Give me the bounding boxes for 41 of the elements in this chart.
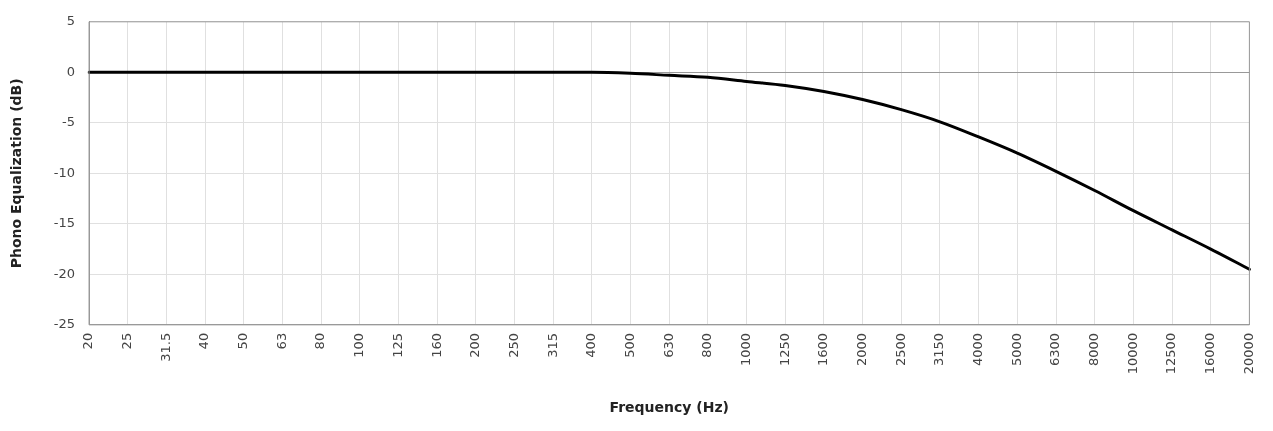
x-tick-label: 10000: [1124, 332, 1140, 375]
y-tick-label: -15: [53, 215, 76, 231]
x-tick-label: 12500: [1163, 332, 1179, 375]
x-axis-title: Frequency (Hz): [609, 399, 729, 416]
x-tick-label: 40: [196, 332, 212, 350]
x-tick-label: 100: [351, 332, 367, 358]
x-tick-label: 20: [80, 332, 96, 350]
x-tick-label: 125: [389, 332, 405, 358]
y-tick-label: -20: [53, 265, 76, 281]
y-tick-label: -10: [53, 164, 76, 180]
x-tick-label: 800: [699, 332, 715, 358]
y-tick-label: -5: [62, 114, 76, 130]
x-tick-label: 630: [660, 332, 676, 358]
x-tick-label: 500: [621, 332, 637, 358]
x-tick-label: 80: [312, 332, 328, 350]
x-tick-label: 2000: [853, 332, 869, 366]
x-tick-label: 1250: [776, 332, 792, 366]
x-tick-label: 63: [273, 332, 289, 350]
x-tick-label: 31.5: [157, 332, 173, 362]
y-tick-label: 5: [66, 13, 76, 29]
x-tick-label: 4000: [970, 332, 986, 366]
x-tick-label: 1000: [737, 332, 753, 366]
y-axis-title: Phono Equalization (dB): [8, 78, 25, 269]
x-tick-label: 2500: [892, 332, 908, 366]
x-tick-label: 20000: [1240, 332, 1256, 375]
x-tick-label: 160: [428, 332, 444, 358]
x-tick-label: 200: [467, 332, 483, 358]
y-tick-label: 0: [66, 63, 76, 79]
x-tick-label: 250: [505, 332, 521, 358]
line-series: [87, 70, 1251, 271]
x-tick-label: 8000: [1086, 332, 1102, 366]
x-tick-label: 315: [544, 332, 560, 358]
y-tick-label: -25: [53, 316, 76, 332]
x-tick-label: 50: [235, 332, 251, 350]
x-tick-label: 16000: [1202, 332, 1218, 375]
x-tick-label: 5000: [1008, 332, 1024, 366]
x-tick-label: 25: [119, 332, 135, 350]
x-tick-label: 400: [583, 332, 599, 358]
x-tick-label: 1600: [815, 332, 831, 366]
x-tick-label: 3150: [931, 332, 947, 366]
x-tick-label: 6300: [1047, 332, 1063, 366]
